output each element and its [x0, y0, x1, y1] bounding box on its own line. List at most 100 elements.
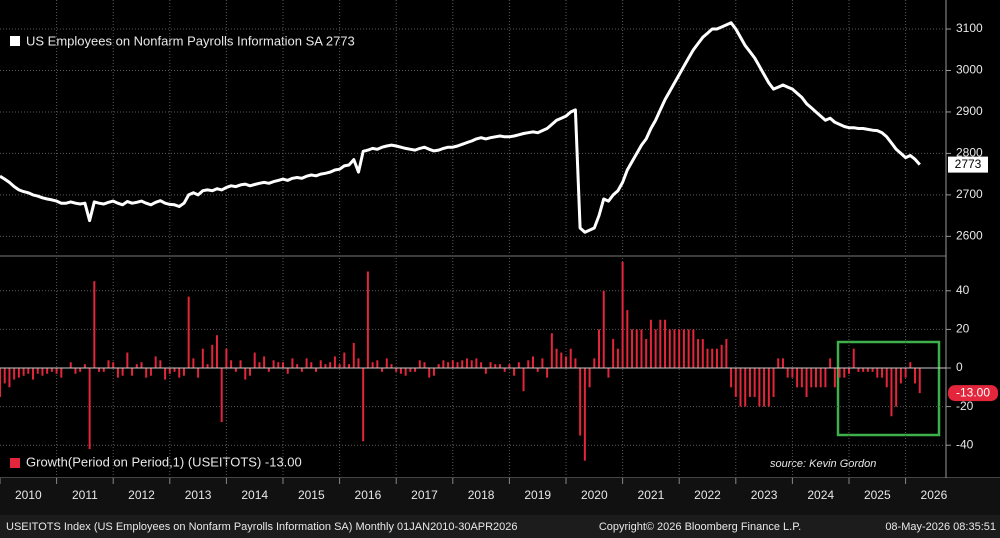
line-series [0, 21, 921, 234]
bar [192, 358, 195, 368]
bar [753, 368, 756, 397]
bar [664, 319, 667, 368]
footer-bar [0, 515, 1000, 538]
y-tick-label: 0 [956, 360, 963, 374]
bar [60, 368, 63, 378]
bar [149, 368, 152, 376]
bar [767, 368, 770, 407]
bar [550, 333, 553, 368]
bar [602, 290, 605, 368]
bar [395, 368, 398, 372]
bar [593, 358, 596, 368]
bar [338, 364, 341, 368]
annotation: source: Kevin Gordon [770, 458, 876, 470]
x-tick-label: 2016 [355, 488, 382, 502]
bar [791, 368, 794, 378]
bar [437, 364, 440, 368]
bar [725, 339, 728, 368]
bar [432, 368, 435, 376]
bar [211, 344, 214, 368]
bar [536, 368, 539, 372]
bar [607, 368, 610, 378]
bar [480, 362, 483, 368]
bar [27, 368, 30, 374]
bar [296, 364, 299, 368]
bar [93, 281, 96, 368]
bar [796, 368, 799, 388]
bar [55, 368, 58, 374]
last-value-label: -13.00 [956, 385, 990, 399]
bar [857, 368, 860, 372]
bar [692, 329, 695, 368]
bar [654, 329, 657, 368]
bar [824, 368, 827, 388]
last-value-label: 2773 [955, 157, 982, 171]
bar [649, 319, 652, 368]
bar [909, 362, 912, 368]
y-tick-label: 20 [956, 322, 970, 336]
bar [890, 368, 893, 417]
bar [895, 368, 898, 407]
bar [777, 358, 780, 368]
bar [833, 368, 836, 388]
bar [810, 368, 813, 388]
last-value-tag [948, 385, 998, 402]
bar [305, 358, 308, 368]
bar [819, 368, 822, 388]
bar [852, 348, 855, 368]
bar [786, 368, 789, 378]
bar [253, 352, 256, 368]
x-tick-label: 2015 [298, 488, 325, 502]
bar [263, 356, 266, 368]
bar [881, 368, 884, 378]
y-tick-label: 2600 [956, 229, 983, 243]
bar [447, 362, 450, 368]
bar [739, 368, 742, 407]
bar [140, 362, 143, 368]
x-tick-label: 2014 [241, 488, 268, 502]
bar [456, 362, 459, 368]
bar [230, 360, 233, 368]
bar [673, 329, 676, 368]
legend-swatch [10, 458, 20, 468]
bar [234, 368, 237, 372]
y-tick-label: 2800 [956, 146, 983, 160]
bar [701, 339, 704, 368]
y-tick-label: -40 [956, 437, 974, 451]
bar [697, 339, 700, 368]
bar [631, 329, 634, 368]
bar [668, 329, 671, 368]
bar [555, 348, 558, 368]
bar [626, 310, 629, 368]
bar [843, 368, 846, 378]
bar [79, 368, 82, 372]
bar [531, 356, 534, 368]
bar [187, 296, 190, 368]
y-tick-label: 2700 [956, 187, 983, 201]
bar [418, 360, 421, 368]
y-tick-label: 40 [956, 283, 970, 297]
bar [645, 339, 648, 368]
bar [390, 364, 393, 368]
bar [220, 368, 223, 423]
bar [319, 360, 322, 368]
bar [527, 360, 530, 368]
bar [102, 368, 105, 372]
bar [197, 368, 200, 378]
bar [423, 362, 426, 368]
bar [720, 344, 723, 368]
x-axis-strip [0, 478, 1000, 515]
bar [470, 360, 473, 368]
bar [640, 329, 643, 368]
footer-left: USEITOTS Index (US Employees on Nonfarm … [6, 521, 518, 533]
bar [522, 368, 525, 392]
bar [451, 360, 454, 368]
bar [899, 368, 902, 384]
bar [541, 358, 544, 368]
bar [17, 368, 20, 378]
bar [498, 364, 501, 368]
bar [135, 364, 138, 368]
bar [36, 368, 39, 374]
bar [612, 339, 615, 368]
